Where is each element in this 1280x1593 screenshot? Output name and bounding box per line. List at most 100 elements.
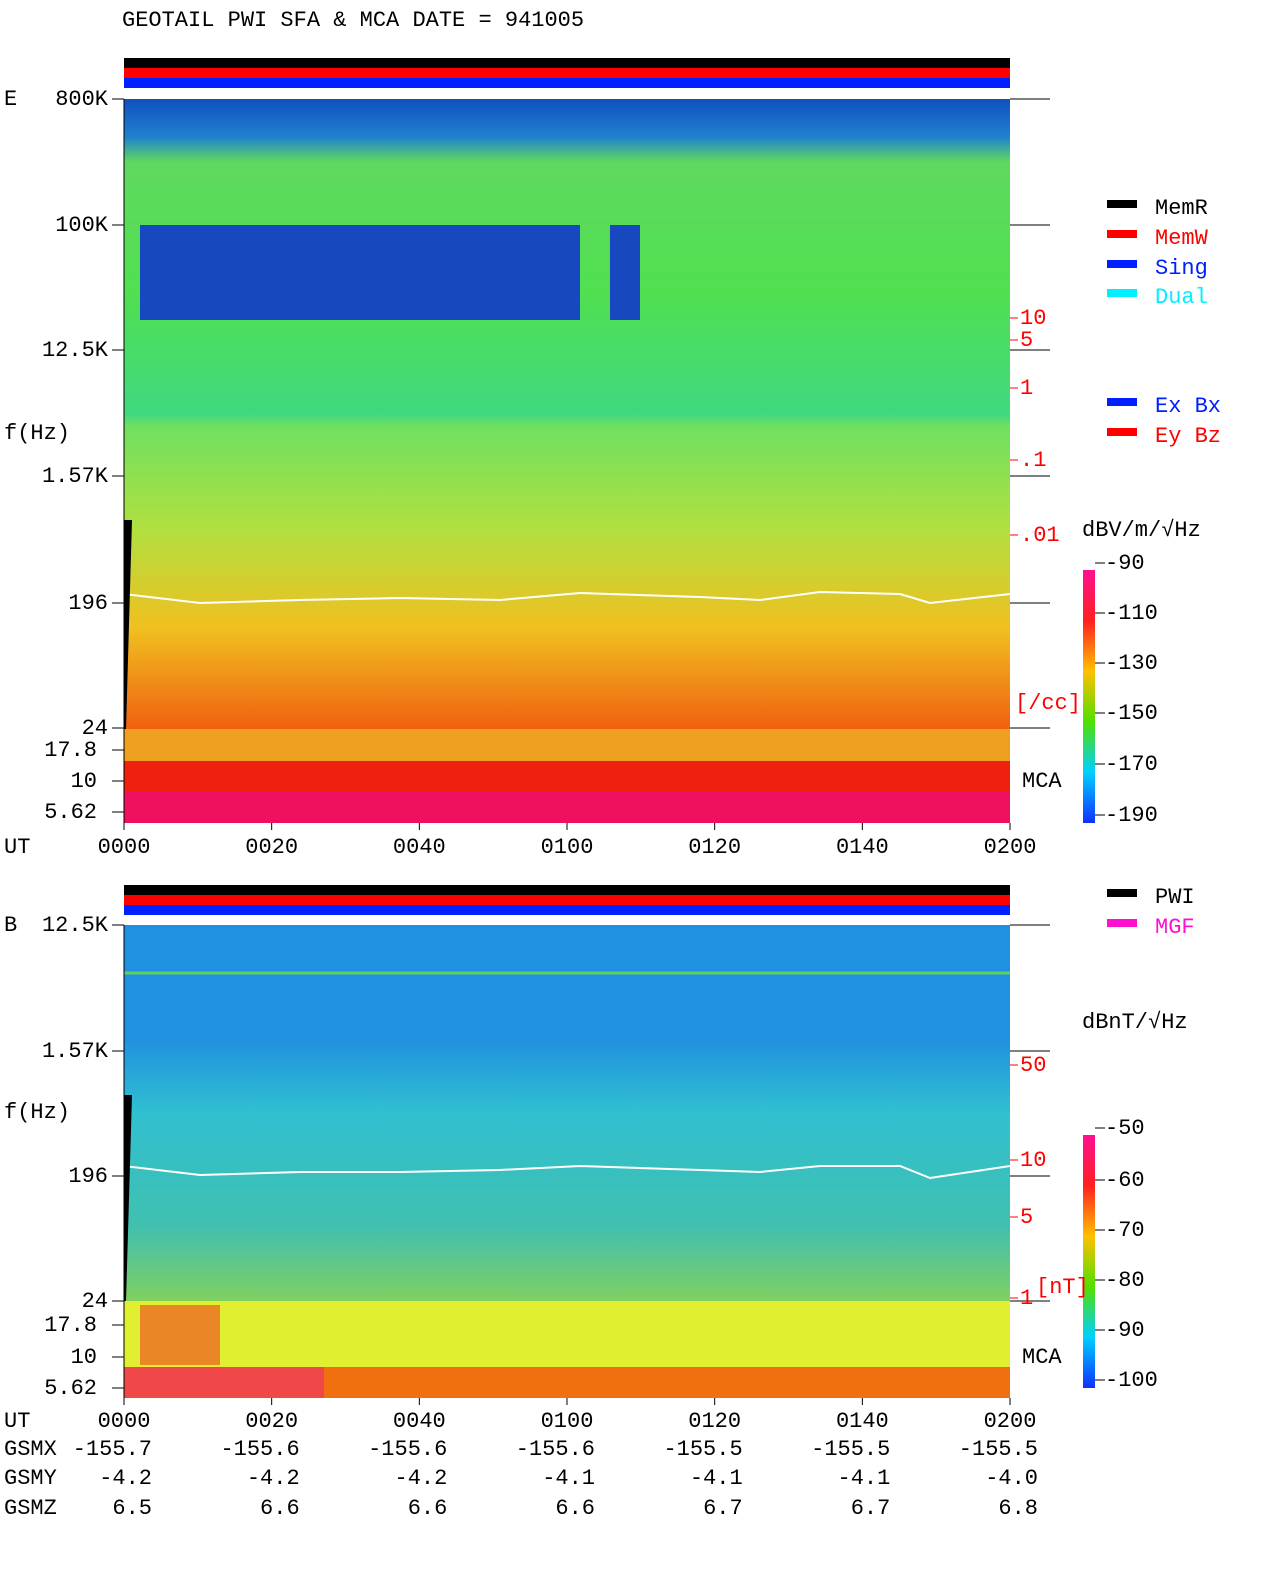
panel-b-drawing (123, 885, 1011, 1398)
label: dBV/m/√Hz (1082, 518, 1201, 543)
label: -70 (1105, 1218, 1145, 1243)
label: 100K (55, 213, 109, 238)
label: f(Hz) (4, 421, 70, 446)
label: 0120 (688, 1409, 741, 1434)
label: GSMY (4, 1466, 57, 1491)
label: 10 (1020, 306, 1046, 331)
label: -155.6 (516, 1437, 595, 1462)
label: .1 (1020, 448, 1046, 473)
label: 800K (55, 87, 109, 112)
legend-entry: Ey Bz (1155, 424, 1221, 449)
label: UT (4, 1409, 30, 1434)
colorbar-b (1083, 1135, 1095, 1388)
label: -60 (1105, 1168, 1145, 1193)
label: 6.5 (112, 1496, 152, 1521)
label: -170 (1105, 752, 1158, 777)
label: 1.57K (42, 1039, 109, 1064)
label: 12.5K (42, 338, 109, 363)
label: GSMX (4, 1437, 57, 1462)
label: -155.7 (73, 1437, 152, 1462)
label: 5 (1020, 1205, 1033, 1230)
legend-swatch (1107, 919, 1137, 927)
label: 6.6 (555, 1496, 595, 1521)
label: B (4, 913, 17, 938)
label: dBnT/√Hz (1082, 1010, 1188, 1035)
label: MCA (1022, 769, 1062, 794)
legend-entry: MemR (1155, 196, 1208, 221)
label: GSMZ (4, 1496, 57, 1521)
label: 196 (68, 1164, 108, 1189)
label: 0140 (836, 1409, 889, 1434)
label: -4.1 (838, 1466, 891, 1491)
label: 6.7 (851, 1496, 891, 1521)
label: 50 (1020, 1053, 1046, 1078)
label: 1 (1020, 376, 1033, 401)
legend-entry: MemW (1155, 226, 1209, 251)
label: 0020 (245, 835, 298, 860)
label: -155.5 (811, 1437, 890, 1462)
legend-entry: Ex Bx (1155, 394, 1221, 419)
legend-swatch (1107, 200, 1137, 208)
label: 5.62 (44, 800, 97, 825)
label: 6.8 (998, 1496, 1038, 1521)
label: 0000 (98, 835, 151, 860)
label: 1 (1020, 1286, 1033, 1311)
label: 24 (82, 1289, 108, 1314)
label: f(Hz) (4, 1100, 70, 1125)
label: 0020 (245, 1409, 298, 1434)
colorbar-e (1083, 570, 1095, 823)
label: 1.57K (42, 464, 109, 489)
label: [/cc] (1015, 691, 1081, 716)
label: -90 (1105, 1318, 1145, 1343)
label: 0140 (836, 835, 889, 860)
label: 5.62 (44, 1376, 97, 1401)
label: -190 (1105, 803, 1158, 828)
label: -4.2 (395, 1466, 448, 1491)
label: [nT] (1036, 1275, 1089, 1300)
legend-swatch (1107, 260, 1137, 268)
label: -4.1 (542, 1466, 595, 1491)
label: 0120 (688, 835, 741, 860)
label: -90 (1105, 551, 1145, 576)
label: 0200 (984, 1409, 1037, 1434)
legend-entry: PWI (1155, 885, 1195, 910)
label: 0000 (98, 1409, 151, 1434)
legend-entry: Sing (1155, 256, 1208, 281)
label: 196 (68, 591, 108, 616)
label: -110 (1105, 601, 1158, 626)
label: -4.2 (99, 1466, 152, 1491)
legend-swatch (1107, 398, 1137, 406)
label: -4.2 (247, 1466, 300, 1491)
title: GEOTAIL PWI SFA & MCA DATE = 941005 (122, 8, 584, 33)
label: 6.6 (260, 1496, 300, 1521)
legend-entry: MGF (1155, 915, 1195, 940)
label: -100 (1105, 1368, 1158, 1393)
legend-swatch (1107, 428, 1137, 436)
label: 6.7 (703, 1496, 743, 1521)
label: 10 (71, 1345, 97, 1370)
label: 0100 (541, 1409, 594, 1434)
label: 0040 (393, 835, 446, 860)
label: -150 (1105, 701, 1158, 726)
label: -50 (1105, 1116, 1145, 1141)
label: 12.5K (42, 913, 109, 938)
label: 10 (1020, 1148, 1046, 1173)
label: 17.8 (44, 738, 97, 763)
label: 5 (1020, 328, 1033, 353)
label: 0100 (541, 835, 594, 860)
label: -4.1 (690, 1466, 743, 1491)
label: -130 (1105, 651, 1158, 676)
label: -155.5 (663, 1437, 742, 1462)
legend-swatch (1107, 230, 1137, 238)
label: 17.8 (44, 1313, 97, 1338)
label: 24 (82, 716, 108, 741)
label: -4.0 (985, 1466, 1038, 1491)
label: 0040 (393, 1409, 446, 1434)
label: 6.6 (408, 1496, 448, 1521)
legend-swatch (1107, 289, 1137, 297)
label: UT (4, 835, 30, 860)
legend-entry: Dual (1155, 285, 1208, 310)
label: E (4, 87, 17, 112)
label: 0200 (984, 835, 1037, 860)
